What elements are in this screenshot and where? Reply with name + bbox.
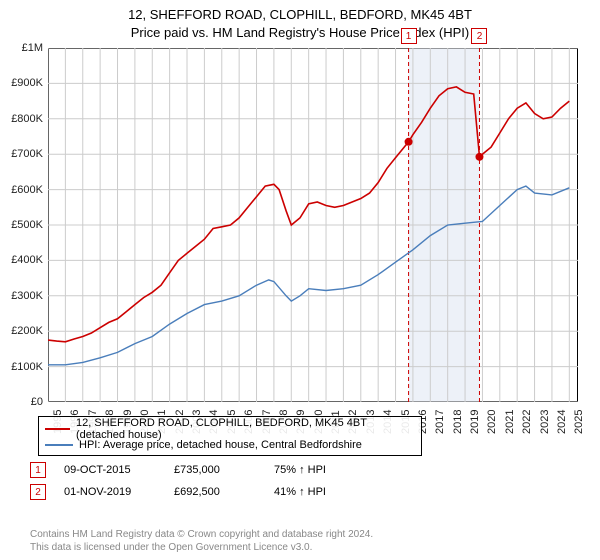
footer-attribution: Contains HM Land Registry data © Crown c… <box>30 528 373 554</box>
legend-label-property: 12, SHEFFORD ROAD, CLOPHILL, BEDFORD, MK… <box>76 417 415 441</box>
x-axis-label: 2020 <box>486 410 498 434</box>
footer-line1: Contains HM Land Registry data © Crown c… <box>30 528 373 541</box>
legend-line-property <box>45 428 70 430</box>
event-table: 1 09-OCT-2015 £735,000 75% ↑ HPI 2 01-NO… <box>30 460 394 504</box>
legend-label-hpi: HPI: Average price, detached house, Cent… <box>79 439 362 451</box>
event-marker-box: 1 <box>401 28 417 44</box>
x-axis-label: 2022 <box>521 410 533 434</box>
y-axis-label: £100K <box>11 361 43 373</box>
chart-svg <box>48 48 578 402</box>
event-marker-box: 2 <box>471 28 487 44</box>
event-row: 2 01-NOV-2019 £692,500 41% ↑ HPI <box>30 482 394 502</box>
chart-area: £0£100K£200K£300K£400K£500K£600K£700K£80… <box>48 48 578 402</box>
event-date: 09-OCT-2015 <box>64 464 174 476</box>
legend-row-property: 12, SHEFFORD ROAD, CLOPHILL, BEDFORD, MK… <box>45 421 415 437</box>
x-axis-label: 2017 <box>434 410 446 434</box>
y-axis-label: £0 <box>31 396 43 408</box>
event-price: £735,000 <box>174 464 274 476</box>
event-price: £692,500 <box>174 486 274 498</box>
title-subtitle: Price paid vs. HM Land Registry's House … <box>0 24 600 42</box>
y-axis-label: £800K <box>11 113 43 125</box>
event-delta: 75% ↑ HPI <box>274 464 394 476</box>
event-delta: 41% ↑ HPI <box>274 486 394 498</box>
legend-row-hpi: HPI: Average price, detached house, Cent… <box>45 437 415 453</box>
footer-line2: This data is licensed under the Open Gov… <box>30 541 373 554</box>
event-row: 1 09-OCT-2015 £735,000 75% ↑ HPI <box>30 460 394 480</box>
legend: 12, SHEFFORD ROAD, CLOPHILL, BEDFORD, MK… <box>38 416 422 456</box>
title-address: 12, SHEFFORD ROAD, CLOPHILL, BEDFORD, MK… <box>0 6 600 24</box>
x-axis-label: 2023 <box>539 410 551 434</box>
x-axis-label: 2025 <box>573 410 585 434</box>
y-axis-label: £200K <box>11 325 43 337</box>
y-axis-label: £1M <box>22 42 43 54</box>
event-marker-icon: 1 <box>30 462 46 478</box>
y-axis-label: £400K <box>11 254 43 266</box>
price-chart-page: { "title_line1": "12, SHEFFORD ROAD, CLO… <box>0 0 600 560</box>
y-axis-label: £500K <box>11 219 43 231</box>
legend-line-hpi <box>45 444 73 446</box>
x-axis-label: 2019 <box>469 410 481 434</box>
x-axis-label: 2024 <box>556 410 568 434</box>
y-axis-label: £300K <box>11 290 43 302</box>
x-axis-label: 2018 <box>452 410 464 434</box>
chart-title: 12, SHEFFORD ROAD, CLOPHILL, BEDFORD, MK… <box>0 6 600 42</box>
x-axis-label: 2021 <box>504 410 516 434</box>
y-axis-label: £600K <box>11 184 43 196</box>
event-date: 01-NOV-2019 <box>64 486 174 498</box>
event-marker-icon: 2 <box>30 484 46 500</box>
y-axis-label: £700K <box>11 148 43 160</box>
y-axis-label: £900K <box>11 77 43 89</box>
